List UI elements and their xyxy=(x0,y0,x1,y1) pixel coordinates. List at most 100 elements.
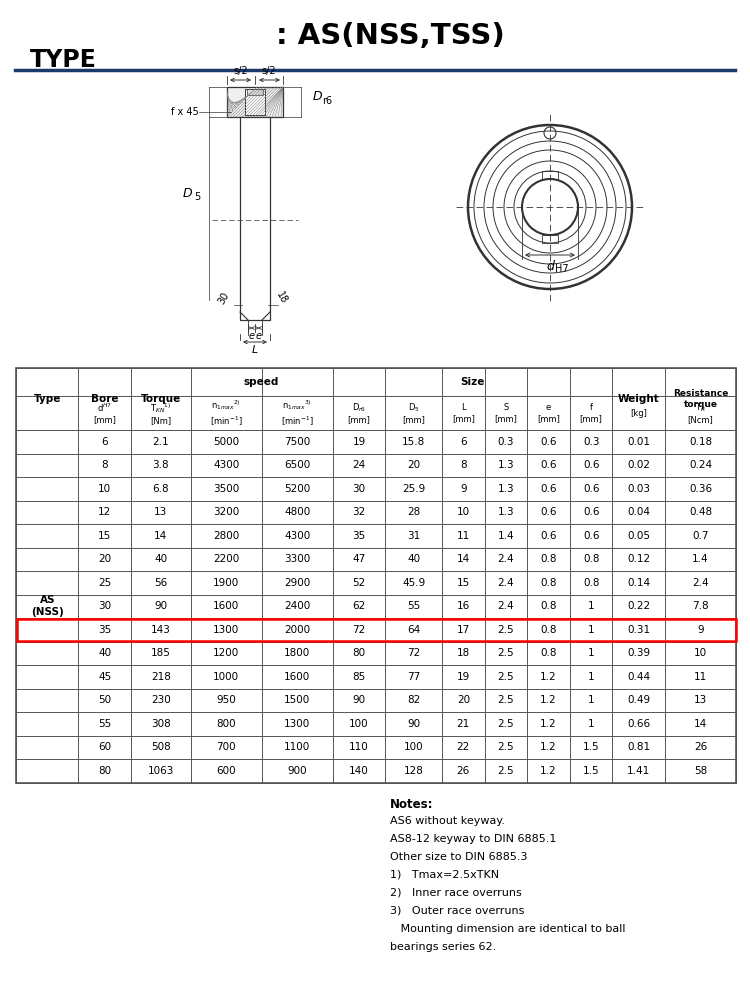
Text: 2.4: 2.4 xyxy=(692,578,709,588)
Text: 45.9: 45.9 xyxy=(402,578,425,588)
Text: 1.2: 1.2 xyxy=(540,742,556,752)
Text: 9: 9 xyxy=(460,484,466,494)
Text: 218: 218 xyxy=(151,672,171,682)
Text: 12: 12 xyxy=(98,507,112,517)
Text: Weight: Weight xyxy=(618,394,659,404)
Text: 2.5: 2.5 xyxy=(498,742,514,752)
Text: 1.5: 1.5 xyxy=(583,766,599,776)
Text: 1: 1 xyxy=(588,625,595,635)
Text: 11: 11 xyxy=(694,672,707,682)
Text: 10: 10 xyxy=(98,484,111,494)
Text: 950: 950 xyxy=(216,695,236,705)
Text: 1800: 1800 xyxy=(284,648,310,658)
Text: speed: speed xyxy=(244,377,279,387)
Text: 1900: 1900 xyxy=(213,578,239,588)
Text: 5200: 5200 xyxy=(284,484,310,494)
Text: 1: 1 xyxy=(588,719,595,729)
Text: 30: 30 xyxy=(98,601,111,611)
Text: 1300: 1300 xyxy=(284,719,310,729)
Text: 60: 60 xyxy=(98,742,111,752)
Text: 35: 35 xyxy=(98,625,112,635)
Text: 0.05: 0.05 xyxy=(627,531,650,541)
Text: T$_R$
[Ncm]: T$_R$ [Ncm] xyxy=(688,402,713,424)
Text: 3200: 3200 xyxy=(213,507,239,517)
Text: 1500: 1500 xyxy=(284,695,310,705)
Text: 40: 40 xyxy=(98,648,111,658)
Text: 28: 28 xyxy=(407,507,420,517)
Text: Other size to DIN 6885.3: Other size to DIN 6885.3 xyxy=(390,852,527,861)
Text: 0.7: 0.7 xyxy=(692,531,709,541)
Bar xyxy=(227,87,283,117)
Text: 0.03: 0.03 xyxy=(627,484,650,494)
Text: 13: 13 xyxy=(154,507,167,517)
Text: 2.5: 2.5 xyxy=(498,648,514,658)
Text: 15: 15 xyxy=(98,531,112,541)
Text: 0.6: 0.6 xyxy=(583,531,599,541)
Text: 26: 26 xyxy=(694,742,707,752)
Text: 0.6: 0.6 xyxy=(540,531,556,541)
Text: 58: 58 xyxy=(694,766,707,776)
Text: 1.41: 1.41 xyxy=(627,766,650,776)
Text: 7.8: 7.8 xyxy=(692,601,709,611)
Text: 1: 1 xyxy=(588,672,595,682)
Text: 2.5: 2.5 xyxy=(498,672,514,682)
Text: AS8-12 keyway to DIN 6885.1: AS8-12 keyway to DIN 6885.1 xyxy=(390,834,556,844)
Text: 600: 600 xyxy=(216,766,236,776)
Text: 0.48: 0.48 xyxy=(689,507,712,517)
Text: 1: 1 xyxy=(588,648,595,658)
Text: 0.8: 0.8 xyxy=(583,578,599,588)
Text: 0.31: 0.31 xyxy=(627,625,650,635)
Text: Torque: Torque xyxy=(141,394,181,404)
Text: 40: 40 xyxy=(154,554,167,564)
Text: s/2: s/2 xyxy=(234,66,248,76)
Text: 32: 32 xyxy=(352,507,365,517)
Text: 1100: 1100 xyxy=(284,742,310,752)
Text: e: e xyxy=(256,331,262,341)
Text: 10: 10 xyxy=(457,507,470,517)
Bar xyxy=(542,235,558,243)
Text: 80: 80 xyxy=(352,648,365,658)
Text: 0.49: 0.49 xyxy=(627,695,650,705)
Bar xyxy=(240,117,270,320)
Text: 72: 72 xyxy=(352,625,365,635)
Text: 128: 128 xyxy=(404,766,424,776)
Text: 1.2: 1.2 xyxy=(540,766,556,776)
Text: 24: 24 xyxy=(352,460,365,470)
Text: 82: 82 xyxy=(407,695,420,705)
Text: D: D xyxy=(313,91,322,104)
Text: 45: 45 xyxy=(98,672,112,682)
Text: 14: 14 xyxy=(457,554,470,564)
Text: 0.12: 0.12 xyxy=(627,554,650,564)
Text: f
[mm]: f [mm] xyxy=(580,403,602,423)
Text: Notes:: Notes: xyxy=(390,798,433,810)
Text: 1000: 1000 xyxy=(213,672,239,682)
Text: 508: 508 xyxy=(151,742,171,752)
Text: 0.24: 0.24 xyxy=(689,460,712,470)
Text: e: e xyxy=(248,331,254,341)
Text: 0.8: 0.8 xyxy=(540,648,556,658)
Text: 0.6: 0.6 xyxy=(583,507,599,517)
Text: 11: 11 xyxy=(457,531,470,541)
Text: 52: 52 xyxy=(352,578,365,588)
Text: 100: 100 xyxy=(350,719,369,729)
Text: 30: 30 xyxy=(352,484,365,494)
Text: L: L xyxy=(252,345,258,355)
Text: 2.1: 2.1 xyxy=(152,437,170,447)
Text: Bore: Bore xyxy=(91,394,118,404)
Text: n$_{1max}$$^{3)}$
[min$^{-1}$]: n$_{1max}$$^{3)}$ [min$^{-1}$] xyxy=(281,398,314,428)
Text: 85: 85 xyxy=(352,672,365,682)
Text: 72: 72 xyxy=(407,648,420,658)
Text: 2.4: 2.4 xyxy=(498,578,514,588)
Text: 14: 14 xyxy=(694,719,707,729)
Text: 20: 20 xyxy=(98,554,111,564)
Text: 308: 308 xyxy=(151,719,171,729)
Text: 62: 62 xyxy=(352,601,365,611)
Text: 77: 77 xyxy=(407,672,420,682)
Text: 0.8: 0.8 xyxy=(583,554,599,564)
Text: 0.6: 0.6 xyxy=(583,460,599,470)
Text: 0.36: 0.36 xyxy=(689,484,712,494)
Text: 2000: 2000 xyxy=(284,625,310,635)
Text: 2800: 2800 xyxy=(213,531,239,541)
Text: d$^{H7}$
[mm]: d$^{H7}$ [mm] xyxy=(93,402,116,424)
Text: 2.4: 2.4 xyxy=(498,601,514,611)
